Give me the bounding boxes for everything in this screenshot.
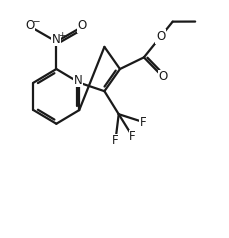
Text: −: − <box>32 16 40 25</box>
Text: F: F <box>139 116 146 129</box>
Text: F: F <box>129 130 135 143</box>
Text: O: O <box>155 30 165 43</box>
Text: N: N <box>52 33 60 46</box>
Text: O: O <box>25 19 35 32</box>
Text: F: F <box>112 134 118 147</box>
Text: +: + <box>58 31 65 40</box>
Text: N: N <box>74 74 82 87</box>
Text: O: O <box>77 19 87 32</box>
Text: O: O <box>158 70 167 83</box>
